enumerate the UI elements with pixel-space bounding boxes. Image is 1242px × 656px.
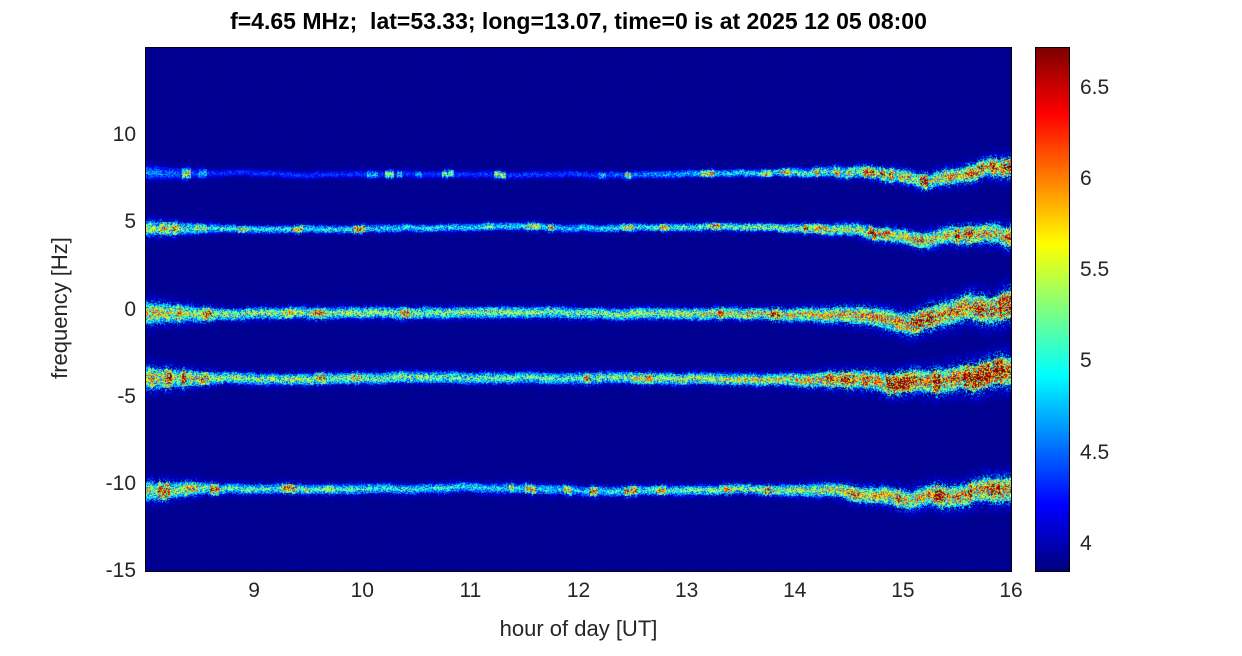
plot-title: f=4.65 MHz; lat=53.33; long=13.07, time=… <box>230 8 927 34</box>
x-axis-label: hour of day [UT] <box>499 616 658 641</box>
y-axis-label: frequency [Hz] <box>47 237 72 379</box>
y-tick-label: 5 <box>124 210 136 234</box>
x-tick-label: 16 <box>999 579 1023 602</box>
colorbar-tick-label: 5 <box>1080 349 1092 373</box>
colorbar-tick-label: 4.5 <box>1080 440 1110 464</box>
colorbar-tick-label: 6 <box>1080 167 1092 191</box>
x-tick-label: 12 <box>566 579 591 602</box>
x-tick-label: 15 <box>891 579 915 602</box>
y-tick-label: 0 <box>124 297 136 321</box>
y-tick-label: 10 <box>112 123 136 147</box>
colorbar-tick-label: 4 <box>1080 531 1092 555</box>
colorbar-canvas <box>1035 47 1070 572</box>
colorbar-tick-label: 6.5 <box>1080 76 1110 100</box>
x-tick-label: 11 <box>459 579 482 602</box>
x-tick-label: 13 <box>674 579 699 602</box>
colorbar-tick-label: 5.5 <box>1080 258 1110 282</box>
y-tick-label: -15 <box>105 559 136 582</box>
x-tick-label: 9 <box>248 579 260 602</box>
x-tick-label: 14 <box>783 579 807 602</box>
y-tick-label: -10 <box>105 471 136 495</box>
x-tick-label: 10 <box>350 579 374 602</box>
y-tick-label: -5 <box>117 384 136 408</box>
spectrogram-canvas <box>145 47 1012 572</box>
